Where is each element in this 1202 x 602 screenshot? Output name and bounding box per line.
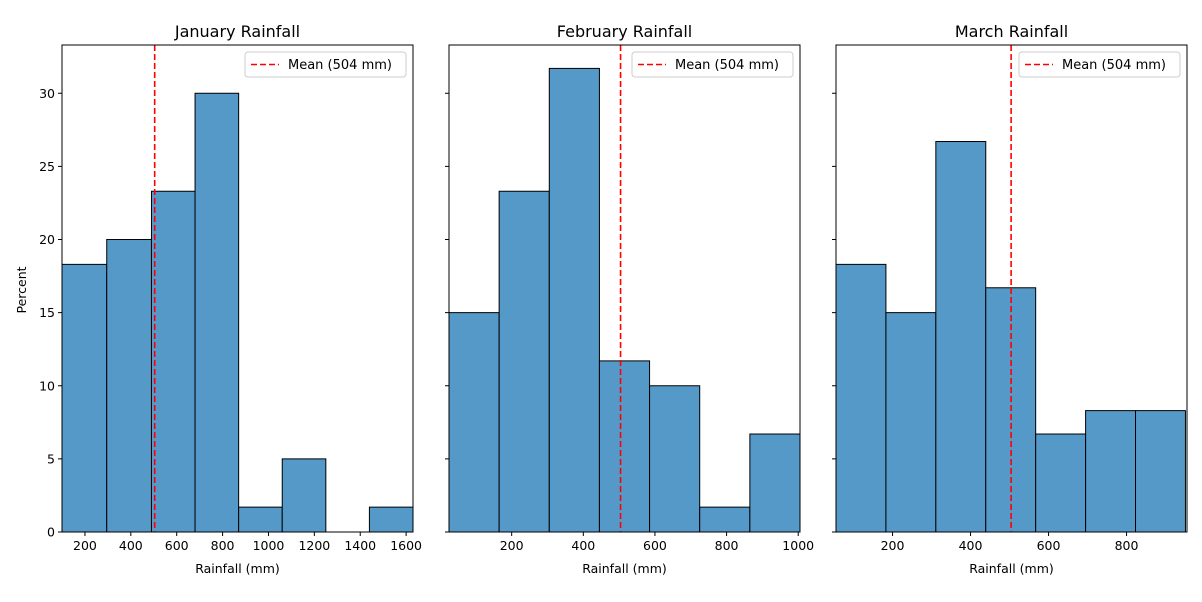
x-tick-label: 1200 (298, 538, 330, 553)
plot-frame (448, 44, 801, 533)
panel-title: March Rainfall (955, 22, 1068, 41)
x-tick-label: 200 (500, 538, 524, 553)
y-axis-label: Percent (14, 266, 29, 313)
x-tick-label: 1000 (782, 538, 814, 553)
histogram-bar (649, 385, 701, 533)
histogram-bar (885, 312, 937, 533)
x-tick-label: 200 (881, 538, 905, 553)
legend-label: Mean (504 mm) (1062, 58, 1166, 73)
histogram-bar (1035, 433, 1087, 533)
x-tick-label: 400 (571, 538, 595, 553)
histogram-panel-3: 200 400 600 800 March Rainfall Rainfall (mm) M… (832, 22, 1188, 576)
y-tick-label: 10 (39, 378, 55, 393)
plot-frame (835, 44, 1188, 533)
x-tick-label: 1400 (344, 538, 376, 553)
legend: Mean (504 mm) (631, 51, 794, 78)
histogram-bar (935, 141, 987, 533)
x-tick-label: 800 (211, 538, 235, 553)
y-tick-label: 15 (39, 305, 55, 320)
legend-box (244, 51, 407, 78)
legend-label: Mean (504 mm) (675, 58, 779, 73)
histogram-panel-1: 200 400 600 800 1000 1200 1400 1600 0 5 10 15 20 25 30… (39, 22, 422, 576)
y-tick-label: 5 (47, 451, 55, 466)
histogram-panel-2: 200 400 600 800 1000 February Rainfall Rainfal… (445, 22, 814, 576)
histogram-bar (238, 506, 283, 533)
x-axis-label: Rainfall (mm) (582, 561, 667, 576)
histogram-bar (548, 67, 600, 533)
x-tick-label: 600 (643, 538, 667, 553)
legend: Mean (504 mm) (1018, 51, 1181, 78)
y-tick-label: 0 (47, 525, 55, 540)
panel-title: February Rainfall (557, 22, 692, 41)
x-tick-label: 1600 (390, 538, 422, 553)
x-tick-label: 200 (73, 538, 97, 553)
x-tick-label: 400 (119, 538, 143, 553)
histogram-bar (281, 458, 327, 533)
y-tick-label: 20 (39, 232, 55, 247)
histogram-bar (106, 239, 152, 533)
histogram-bar (699, 506, 751, 533)
legend: Mean (504 mm) (244, 51, 407, 78)
x-tick-label: 600 (165, 538, 189, 553)
x-tick-label: 1000 (253, 538, 285, 553)
x-axis-label: Rainfall (mm) (969, 561, 1054, 576)
panel-title: January Rainfall (174, 22, 300, 41)
x-tick-label: 600 (1037, 538, 1061, 553)
y-tick-label: 30 (39, 86, 55, 101)
histogram-bar (61, 263, 108, 533)
y-tick-label: 25 (39, 159, 55, 174)
histogram-bar (368, 506, 414, 533)
x-tick-label: 400 (959, 538, 983, 553)
x-axis-label: Rainfall (mm) (195, 561, 280, 576)
histogram-bar (194, 92, 240, 533)
plot-frame (61, 44, 414, 533)
histogram-bar (598, 360, 651, 533)
histogram-bar (749, 433, 801, 533)
histogram-bar (1085, 410, 1137, 533)
histogram-bar (835, 263, 887, 533)
histogram-bar (150, 190, 196, 533)
histogram-bar (448, 312, 500, 533)
legend-label: Mean (504 mm) (288, 58, 392, 73)
histogram-bar (1135, 410, 1186, 533)
histogram-bar (498, 190, 550, 533)
x-tick-label: 800 (1115, 538, 1139, 553)
x-tick-label: 800 (715, 538, 739, 553)
legend-box (1018, 51, 1181, 78)
legend-box (631, 51, 794, 78)
